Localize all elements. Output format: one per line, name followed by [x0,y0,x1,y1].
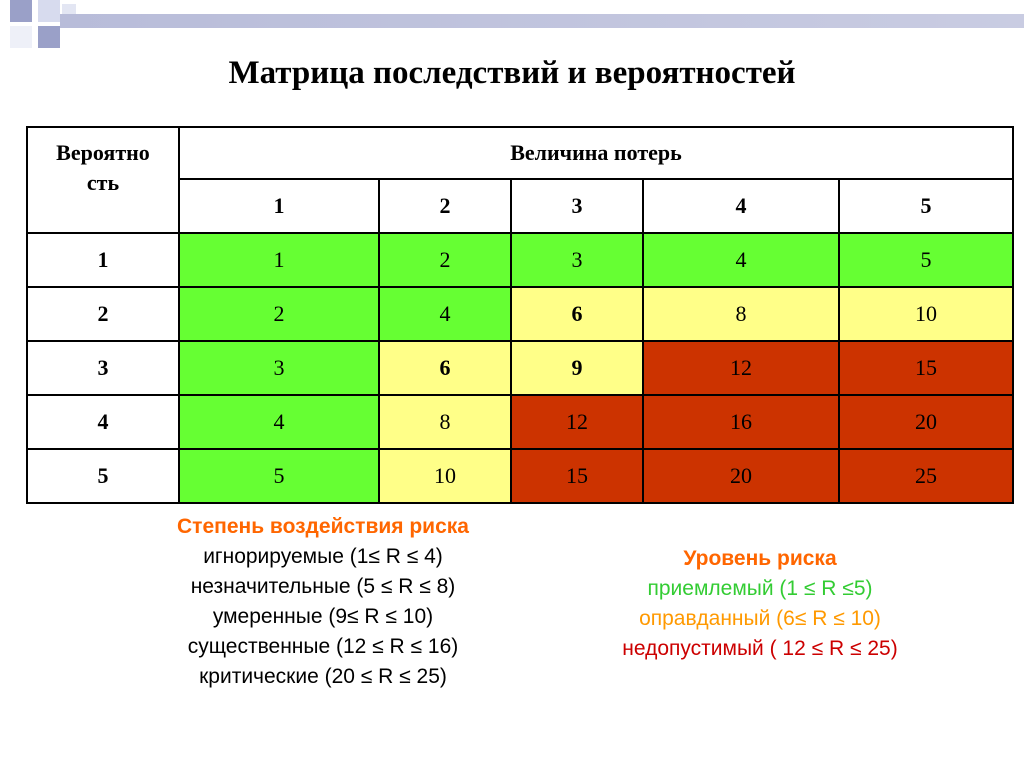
decor-square [38,0,60,22]
impact-legend-item: критические (20 ≤ R ≤ 25) [199,665,447,688]
matrix-cell: 10 [838,286,1014,342]
row-probability-label: 2 [26,286,180,342]
table-row: 2 2 4 6 8 10 [26,286,1014,342]
matrix-cell: 9 [510,340,644,396]
impact-legend-title: Степень воздействия риска [177,515,469,538]
matrix-cell: 8 [642,286,840,342]
table-row: 3 3 6 9 12 15 [26,340,1014,396]
column-header: 2 [378,178,512,234]
impact-legend-item: умеренные (9≤ R ≤ 10) [212,605,434,628]
row-probability-label: 3 [26,340,180,396]
risk-level-legend: Уровень риска приемлемый (1 ≤ R ≤5) оправ… [560,544,960,664]
matrix-cell: 4 [178,394,380,450]
loss-magnitude-header: Величина потерь [178,126,1014,180]
risk-level-legend-item: приемлемый (1 ≤ R ≤5) [647,577,873,600]
decor-square [38,26,60,48]
column-header: 1 [178,178,380,234]
probability-header-line1: Вероятно [56,140,150,165]
risk-level-legend-title: Уровень риска [683,547,837,570]
column-header: 4 [642,178,840,234]
matrix-cell: 6 [378,340,512,396]
impact-legend-item: существенные (12 ≤ R ≤ 16) [187,635,459,658]
matrix-cell: 3 [510,232,644,288]
table-row: 4 4 8 12 16 20 [26,394,1014,450]
matrix-cell: 16 [642,394,840,450]
risk-level-legend-item: оправданный (6≤ R ≤ 10) [639,607,881,630]
matrix-cell: 15 [510,448,644,504]
matrix-cell: 12 [642,340,840,396]
impact-legend: Степень воздействия риска игнорируемые (… [108,512,538,692]
row-probability-label: 5 [26,448,180,504]
risk-level-legend-items: приемлемый (1 ≤ R ≤5) оправданный (6≤ R ≤… [560,574,960,664]
decor-top-bar [60,14,1024,28]
column-header: 3 [510,178,644,234]
row-probability-label: 1 [26,232,180,288]
matrix-cell: 2 [378,232,512,288]
matrix-cell: 8 [378,394,512,450]
table-row: 5 5 10 15 20 25 [26,448,1014,504]
matrix-cell: 20 [838,394,1014,450]
matrix-cell: 15 [838,340,1014,396]
matrix-cell: 6 [510,286,644,342]
row-probability-label: 4 [26,394,180,450]
impact-legend-items: игнорируемые (1≤ R ≤ 4) незначительные (5… [108,542,538,692]
matrix-body: 1 1 2 3 4 5 2 2 4 6 8 10 3 3 6 9 12 15 4 4 8 12 16 20 5 5 10 15 20 25 [26,232,1014,504]
matrix-cell: 10 [378,448,512,504]
column-header: 5 [838,178,1014,234]
matrix-cell: 2 [178,286,380,342]
impact-legend-item: незначительные (5 ≤ R ≤ 8) [190,575,456,598]
matrix-cell: 20 [642,448,840,504]
slide-title: Матрица последствий и вероятностей [228,55,796,91]
probability-header-line2: сть [86,170,120,195]
matrix-cell: 5 [838,232,1014,288]
probability-header: Вероятно сть [26,126,180,234]
matrix-cell: 4 [378,286,512,342]
impact-legend-item: игнорируемые (1≤ R ≤ 4) [203,545,443,568]
decor-square [10,26,32,48]
matrix-cell: 12 [510,394,644,450]
matrix-cell: 4 [642,232,840,288]
matrix-cell: 5 [178,448,380,504]
matrix-cell: 1 [178,232,380,288]
risk-level-legend-item: недопустимый ( 12 ≤ R ≤ 25) [622,637,898,660]
matrix-cell: 3 [178,340,380,396]
decor-square [10,0,32,22]
matrix-cell: 25 [838,448,1014,504]
